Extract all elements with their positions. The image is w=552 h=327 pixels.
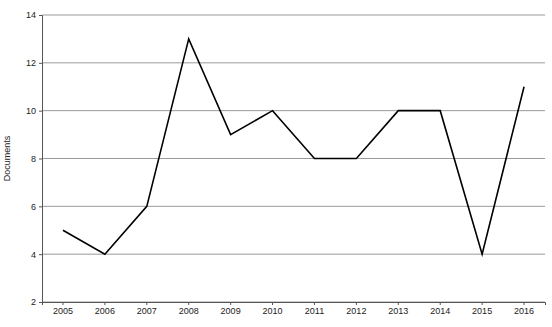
x-tick: 2008: [179, 302, 199, 316]
y-tick-label: 6: [31, 202, 36, 212]
y-tick-label: 8: [31, 154, 36, 164]
x-tick-label: 2012: [346, 306, 366, 316]
grid-line: [42, 15, 545, 16]
x-tick-mark: [356, 302, 357, 305]
x-tick-mark: [440, 302, 441, 305]
plot: 2468101214200520062007200820092010201120…: [26, 10, 546, 316]
y-tick: 6: [31, 202, 42, 212]
x-tick: 2009: [221, 302, 241, 316]
y-tick: 14: [26, 10, 42, 20]
x-tick: 2010: [263, 302, 283, 316]
grid: [42, 15, 545, 302]
x-axis: 2005 2006 2007 2008 2009 2010 2011 2012 2013 2014…: [43, 302, 546, 316]
x-tick-mark: [230, 302, 231, 305]
x-tick-mark: [104, 302, 105, 305]
y-tick-label: 4: [31, 250, 36, 260]
x-tick-mark: [524, 302, 525, 305]
y-tick-mark: [39, 206, 42, 207]
x-tick: 2005: [53, 302, 73, 316]
x-tick-mark: [272, 302, 273, 305]
x-tick-label: 2010: [263, 306, 283, 316]
x-tick-mark: [62, 302, 63, 305]
grid-line: [42, 206, 545, 207]
y-tick: 2: [31, 297, 42, 307]
x-tick: 2006: [95, 302, 115, 316]
x-tick: 2007: [137, 302, 157, 316]
y-tick-mark: [39, 15, 42, 16]
x-tick-mark: [188, 302, 189, 305]
x-axis-line: [43, 303, 546, 306]
grid-line: [42, 110, 545, 111]
x-tick-mark: [482, 302, 483, 305]
y-tick-mark: [39, 254, 42, 255]
x-tick-mark: [314, 302, 315, 305]
x-tick: 2013: [388, 302, 408, 316]
x-tick: 2012: [346, 302, 366, 316]
x-tick-label: 2013: [388, 306, 408, 316]
series: [63, 39, 524, 254]
y-axis-line: [39, 16, 43, 303]
y-tick-mark: [39, 159, 42, 160]
x-tick-label: 2015: [472, 306, 492, 316]
y-tick: 12: [26, 58, 42, 68]
x-tick-label: 2009: [221, 306, 241, 316]
x-tick-label: 2008: [179, 306, 199, 316]
y-tick-label: 2: [31, 297, 36, 307]
y-axis-title: Documents: [2, 135, 12, 181]
x-tick: 2016: [514, 302, 534, 316]
grid-line: [42, 254, 545, 255]
x-tick: 2014: [430, 302, 450, 316]
x-tick-mark: [146, 302, 147, 305]
x-tick-label: 2007: [137, 306, 157, 316]
grid-line: [42, 62, 545, 63]
y-axis: 2 4 6 8 10 12 14: [26, 10, 43, 307]
x-tick-label: 2011: [305, 306, 324, 316]
line: [63, 39, 524, 254]
y-tick-label: 10: [26, 106, 36, 116]
grid-line: [42, 158, 545, 159]
x-tick-label: 2014: [430, 306, 450, 316]
x-tick-label: 2016: [514, 306, 534, 316]
y-tick: 4: [31, 250, 42, 260]
x-tick-mark: [398, 302, 399, 305]
x-tick-label: 2006: [95, 306, 115, 316]
x-tick: 2011: [305, 302, 324, 316]
y-tick-mark: [39, 302, 42, 303]
y-tick-label: 14: [26, 10, 36, 20]
y-tick: 10: [26, 106, 42, 116]
x-tick: 2015: [472, 302, 492, 316]
y-tick: 8: [31, 154, 42, 164]
y-tick-label: 12: [26, 58, 36, 68]
x-tick-label: 2005: [53, 306, 73, 316]
y-tick-mark: [39, 111, 42, 112]
y-tick-mark: [39, 63, 42, 64]
chart: 2468101214200520062007200820092010201120…: [0, 0, 552, 327]
